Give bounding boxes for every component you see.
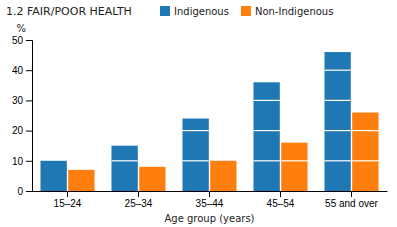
bar-segment-line [182,160,208,161]
x-tick-label: 55 and over [325,198,378,209]
legend-swatch [160,6,170,16]
y-axis: 0 10 20 30 40 50 [12,35,33,197]
x-tick-label: 35–44 [196,198,224,209]
bar-segment-line [253,130,279,131]
x-tick-mark [209,191,210,197]
chart: 0 10 20 30 40 50 15–24 25–34 35–44 45–54 55 and ov… [0,0,397,227]
y-tick-mark [26,100,32,101]
bars [40,52,378,191]
y-tick: 20 [12,125,32,136]
y-tick-mark [26,191,32,192]
x-tick-mark [138,191,139,197]
x-tick: 35–44 [196,191,224,209]
bar-segment-line [253,160,279,161]
bar [281,143,307,191]
x-tick-label: 45–54 [267,198,295,209]
bar [68,170,94,191]
bar-segment-line [324,160,350,161]
x-tick-mark [280,191,281,197]
y-tick-mark [26,70,32,71]
bar [111,146,137,191]
y-tick: 40 [12,65,32,76]
y-tick-label: 10 [12,156,24,167]
y-tick-mark [26,131,32,132]
bar [40,161,66,191]
y-tick: 30 [12,95,32,106]
bar [210,161,236,191]
x-tick-label: 15–24 [54,198,82,209]
bar-segment-line [111,160,137,161]
y-tick: 50 [12,35,32,46]
legend-item: Non-Indigenous [241,6,333,17]
legend: Indigenous Non-Indigenous [160,6,333,17]
y-tick: 10 [12,156,32,167]
legend-swatch [241,6,251,16]
x-tick-label: 25–34 [125,198,153,209]
bar-segment-line [352,160,378,161]
bar-segment-line [324,130,350,131]
bar-segment-line [253,100,279,101]
plot: 0 10 20 30 40 50 15–24 25–34 35–44 45–54 55 and ov… [12,35,388,209]
x-tick: 15–24 [54,191,82,209]
x-tick: 25–34 [125,191,153,209]
bar-segment-line [324,70,350,71]
bar-segment-line [182,130,208,131]
y-tick-mark [26,161,32,162]
legend-item: Indigenous [160,6,229,17]
x-tick-mark [351,191,352,197]
y-tick-label: 40 [12,65,24,76]
legend-label: Non-Indigenous [255,6,333,17]
y-axis-line [26,41,33,192]
bar-segment-line [352,130,378,131]
y-tick-mark [26,40,32,41]
bar-segment-line [281,160,307,161]
bar [182,119,208,191]
y-tick: 0 [17,186,32,197]
x-tick: 45–54 [267,191,295,209]
x-axis: 15–24 25–34 35–44 45–54 55 and over [33,191,388,209]
bar [324,52,350,191]
y-axis-label: % [16,23,26,34]
x-tick-mark [67,191,68,197]
title: 1.2 FAIR/POOR HEALTH [6,5,132,18]
bar [139,167,165,191]
legend-label: Indigenous [174,6,229,17]
bar [253,82,279,191]
x-tick: 55 and over [325,191,378,209]
y-tick-label: 20 [12,125,24,136]
bar-segment-line [324,100,350,101]
x-axis-label: Age group (years) [164,213,254,224]
y-tick-label: 50 [12,35,24,46]
bar [352,112,378,191]
y-tick-label: 0 [17,186,23,197]
y-tick-label: 30 [12,95,24,106]
